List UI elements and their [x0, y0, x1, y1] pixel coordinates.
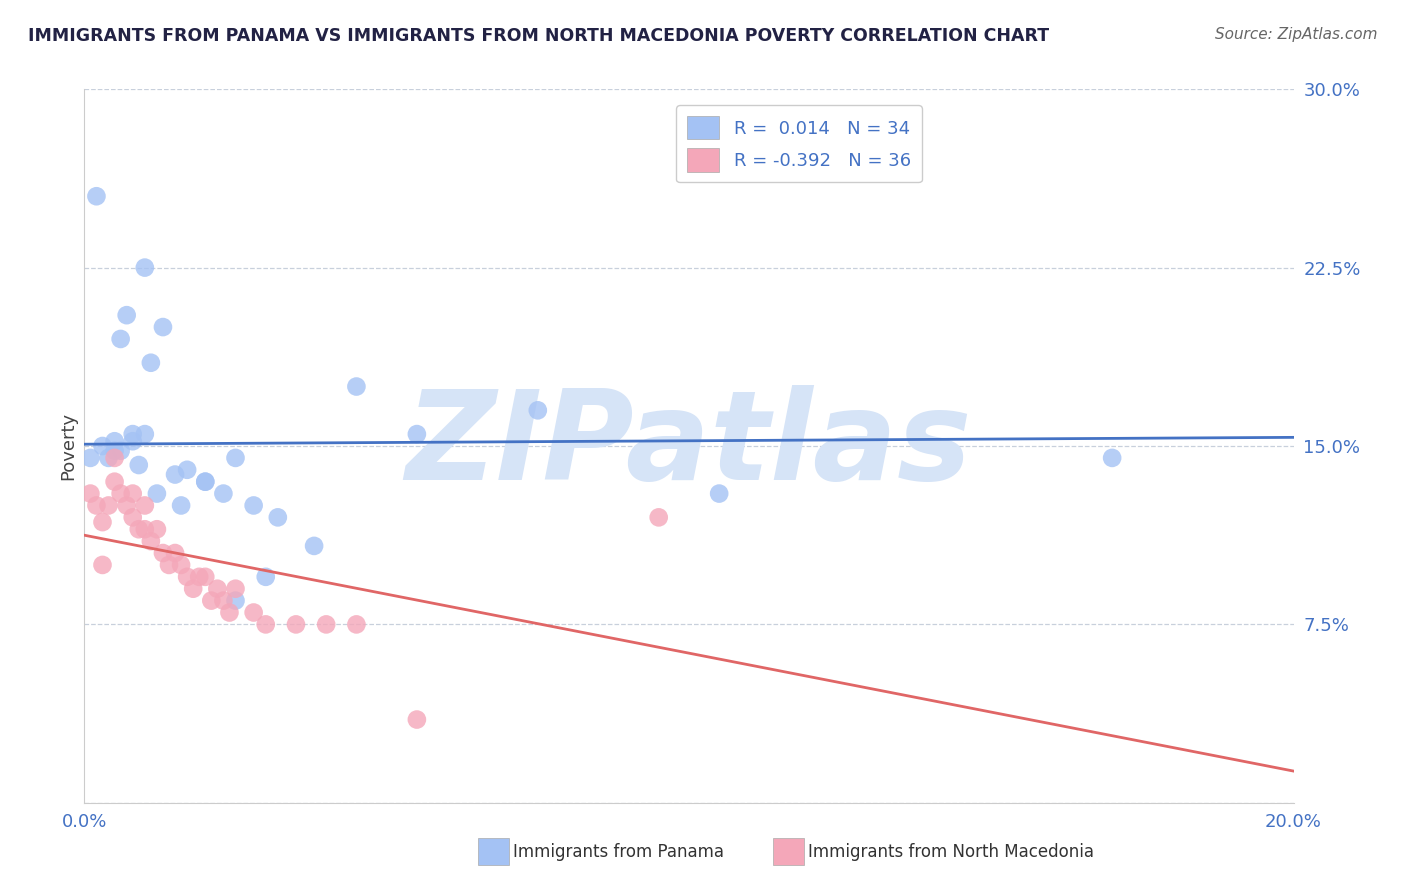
Point — [110, 332, 132, 346]
Point — [212, 593, 235, 607]
Point — [648, 510, 671, 524]
Point — [225, 593, 247, 607]
Point — [200, 593, 222, 607]
Point — [91, 439, 114, 453]
Text: Immigrants from Panama: Immigrants from Panama — [513, 843, 724, 861]
Point — [188, 570, 211, 584]
Point — [709, 486, 731, 500]
Point — [79, 486, 101, 500]
Point — [86, 499, 108, 513]
Point — [170, 499, 193, 513]
Point — [302, 539, 325, 553]
Point — [79, 450, 101, 465]
Point — [157, 558, 180, 572]
Y-axis label: Poverty: Poverty — [59, 412, 77, 480]
Point — [128, 458, 150, 472]
Point — [346, 379, 368, 393]
Point — [165, 546, 187, 560]
Point — [110, 443, 132, 458]
Point — [1101, 450, 1123, 465]
Point — [346, 617, 368, 632]
Point — [134, 260, 156, 275]
Text: Source: ZipAtlas.com: Source: ZipAtlas.com — [1215, 27, 1378, 42]
Point — [115, 308, 138, 322]
Legend: R =  0.014   N = 34, R = -0.392   N = 36: R = 0.014 N = 34, R = -0.392 N = 36 — [676, 105, 922, 183]
Point — [176, 570, 198, 584]
Point — [104, 475, 127, 489]
Point — [86, 189, 108, 203]
Point — [194, 570, 217, 584]
Point — [176, 463, 198, 477]
Point — [242, 606, 264, 620]
Point — [104, 434, 127, 449]
Point — [212, 486, 235, 500]
Point — [254, 617, 277, 632]
Text: ZIPatlas: ZIPatlas — [406, 385, 972, 507]
Point — [134, 499, 156, 513]
Point — [121, 427, 143, 442]
Point — [406, 427, 429, 442]
Point — [181, 582, 204, 596]
Point — [134, 427, 156, 442]
Text: IMMIGRANTS FROM PANAMA VS IMMIGRANTS FROM NORTH MACEDONIA POVERTY CORRELATION CH: IMMIGRANTS FROM PANAMA VS IMMIGRANTS FRO… — [28, 27, 1049, 45]
Point — [146, 486, 169, 500]
Point — [218, 606, 240, 620]
Text: Immigrants from North Macedonia: Immigrants from North Macedonia — [808, 843, 1094, 861]
Point — [104, 443, 127, 458]
Point — [121, 486, 143, 500]
Point — [267, 510, 290, 524]
Point — [285, 617, 308, 632]
Point — [115, 499, 138, 513]
Point — [134, 522, 156, 536]
Point — [152, 320, 174, 334]
Point — [110, 486, 132, 500]
Point — [91, 558, 114, 572]
Point — [91, 515, 114, 529]
Point — [139, 534, 162, 549]
Point — [406, 713, 429, 727]
Point — [194, 475, 217, 489]
Point — [170, 558, 193, 572]
Point — [121, 434, 143, 449]
Point — [527, 403, 550, 417]
Point — [97, 499, 120, 513]
Point — [225, 582, 247, 596]
Point — [194, 475, 217, 489]
Point — [165, 467, 187, 482]
Point — [121, 510, 143, 524]
Point — [225, 450, 247, 465]
Point — [315, 617, 337, 632]
Point — [254, 570, 277, 584]
Point — [146, 522, 169, 536]
Point — [242, 499, 264, 513]
Point — [104, 450, 127, 465]
Point — [139, 356, 162, 370]
Point — [152, 546, 174, 560]
Point — [128, 522, 150, 536]
Point — [207, 582, 229, 596]
Point — [97, 450, 120, 465]
